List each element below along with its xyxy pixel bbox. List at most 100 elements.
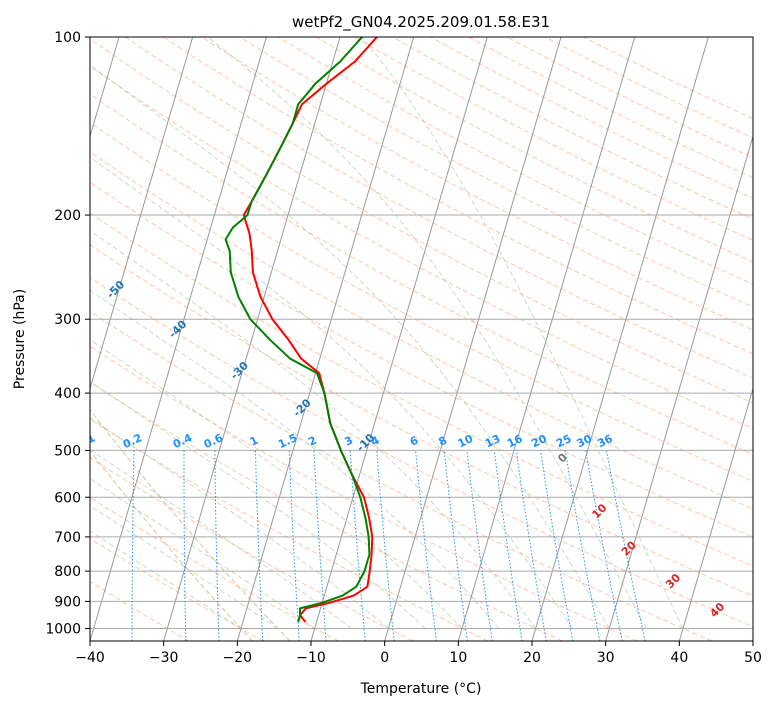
isotherm-line bbox=[90, 37, 194, 391]
dry-adiabat-line bbox=[239, 37, 753, 308]
mixing-ratio-label: 2 bbox=[306, 434, 318, 449]
isotherm-line bbox=[752, 639, 753, 641]
isotherm-label: -60 bbox=[43, 234, 66, 257]
mixing-ratio-line bbox=[606, 450, 646, 641]
mixing-ratio-line bbox=[493, 450, 523, 641]
moist-adiabat-line bbox=[90, 380, 426, 629]
dry-adiabat-line bbox=[90, 38, 753, 404]
mixing-ratio-line bbox=[131, 450, 135, 641]
mixing-ratio-line bbox=[415, 450, 437, 641]
dry-adiabat-line bbox=[90, 581, 190, 641]
isotherm-line bbox=[678, 386, 753, 641]
moist-adiabat-line bbox=[90, 478, 315, 629]
y-tick-label: 900 bbox=[54, 594, 81, 610]
dry-adiabat-line bbox=[90, 244, 753, 597]
plot-frame bbox=[89, 36, 754, 642]
isotherm-line bbox=[90, 37, 267, 641]
dry-adiabat-line bbox=[163, 37, 753, 355]
y-tick-label: 500 bbox=[54, 443, 81, 459]
moist-adiabat-label: 30 bbox=[663, 571, 683, 591]
isotherm-label: -20 bbox=[291, 396, 314, 419]
moist-adiabat-label: 40 bbox=[707, 600, 727, 620]
isotherm-label: -30 bbox=[228, 359, 251, 382]
mixing-ratio-line bbox=[376, 450, 395, 641]
mixing-ratio-line bbox=[443, 450, 468, 641]
isotherm-line bbox=[163, 37, 341, 641]
dry-adiabat-line bbox=[353, 37, 753, 241]
dry-adiabat-line bbox=[544, 37, 753, 139]
y-tick-label: 600 bbox=[54, 490, 81, 506]
reference-line-labels: 0.10.20.40.611.52346810131620253036-100-… bbox=[0, 192, 728, 620]
x-tick-label: −30 bbox=[149, 650, 179, 666]
moist-adiabat-line bbox=[90, 530, 242, 629]
x-tick-label: 20 bbox=[523, 650, 541, 666]
mixing-ratio-label: 0.6 bbox=[202, 431, 225, 451]
isotherm-line bbox=[457, 37, 636, 641]
mixing-ratio-line bbox=[183, 450, 187, 641]
mixing-ratio-label: 0.2 bbox=[121, 431, 144, 451]
moist-adiabat-label: 10 bbox=[589, 501, 609, 521]
mixing-ratio-label: 30 bbox=[575, 432, 595, 450]
mixing-ratio-line bbox=[349, 450, 366, 641]
dry-adiabat-line bbox=[125, 37, 753, 379]
mixing-ratio-line bbox=[82, 450, 87, 641]
mixing-ratio-label: 13 bbox=[483, 432, 502, 450]
y-tick-label: 100 bbox=[54, 30, 81, 46]
mixing-ratio-label: 10 bbox=[456, 432, 476, 450]
mixing-ratio-label: 20 bbox=[529, 432, 549, 450]
isotherm-label: -40 bbox=[166, 317, 189, 340]
dry-adiabat-line bbox=[90, 181, 753, 538]
mixing-ratio-label: 0.1 bbox=[74, 431, 97, 451]
dry-adiabat-line bbox=[90, 93, 753, 456]
y-tick-label: 200 bbox=[54, 208, 81, 224]
profile-series bbox=[224, 37, 378, 623]
mixing-ratio-label: 1 bbox=[248, 434, 260, 449]
profile-line-1 bbox=[224, 37, 371, 623]
dry-adiabat-line bbox=[90, 381, 563, 641]
y-axis: 100 200 300 400 500 600 700 800 900 1000 bbox=[45, 30, 90, 637]
isotherm-label: -70 bbox=[0, 192, 5, 215]
x-axis: −40 −30 −20 −10 0 10 20 30 40 50 bbox=[75, 641, 762, 666]
mixing-ratio-label: 16 bbox=[505, 432, 525, 450]
x-tick-label: 10 bbox=[449, 650, 467, 666]
mixing-ratio-label: 36 bbox=[595, 432, 615, 450]
background-reference-lines bbox=[82, 37, 753, 641]
x-tick-label: 50 bbox=[744, 650, 762, 666]
mixing-ratio-line bbox=[288, 450, 300, 641]
moist-adiabat-line bbox=[90, 417, 389, 629]
y-tick-label: 1000 bbox=[45, 621, 81, 637]
y-tick-label: 700 bbox=[54, 530, 81, 546]
mixing-ratio-line bbox=[214, 450, 220, 641]
mixing-ratio-line bbox=[515, 450, 547, 641]
moist-adiabat-label: 20 bbox=[619, 538, 639, 558]
moist-adiabat-line bbox=[90, 229, 537, 629]
x-tick-label: −40 bbox=[75, 650, 105, 666]
mixing-ratio-line bbox=[585, 450, 623, 641]
isotherm-line bbox=[236, 37, 415, 641]
dry-adiabat-line bbox=[90, 122, 753, 482]
y-tick-label: 400 bbox=[54, 386, 81, 402]
dry-adiabat-line bbox=[90, 277, 753, 628]
x-axis-label: Temperature (°C) bbox=[360, 681, 482, 697]
moist-adiabat-line bbox=[90, 505, 279, 629]
x-tick-label: 0 bbox=[380, 650, 389, 666]
y-tick-label: 300 bbox=[54, 312, 81, 328]
x-tick-label: 30 bbox=[597, 650, 615, 666]
isotherm-label: -50 bbox=[104, 278, 127, 301]
mixing-ratio-line bbox=[540, 450, 574, 641]
x-tick-label: −20 bbox=[223, 650, 253, 666]
isotherm-line bbox=[310, 37, 488, 641]
x-tick-label: 40 bbox=[670, 650, 688, 666]
chart-title: wetPf2_GN04.2025.209.01.58.E31 bbox=[292, 13, 550, 32]
mixing-ratio-line bbox=[255, 450, 264, 641]
mixing-ratio-label: 0.4 bbox=[171, 431, 194, 451]
mixing-ratio-label: 6 bbox=[408, 434, 421, 449]
mixing-ratio-label: 3 bbox=[342, 434, 354, 449]
dry-adiabat-line bbox=[430, 37, 753, 199]
isotherm-line bbox=[384, 37, 562, 641]
dry-adiabat-line bbox=[90, 418, 488, 641]
moist-adiabat-line bbox=[90, 339, 463, 629]
moist-adiabat-line bbox=[207, 37, 647, 629]
reference-arc bbox=[90, 408, 291, 641]
